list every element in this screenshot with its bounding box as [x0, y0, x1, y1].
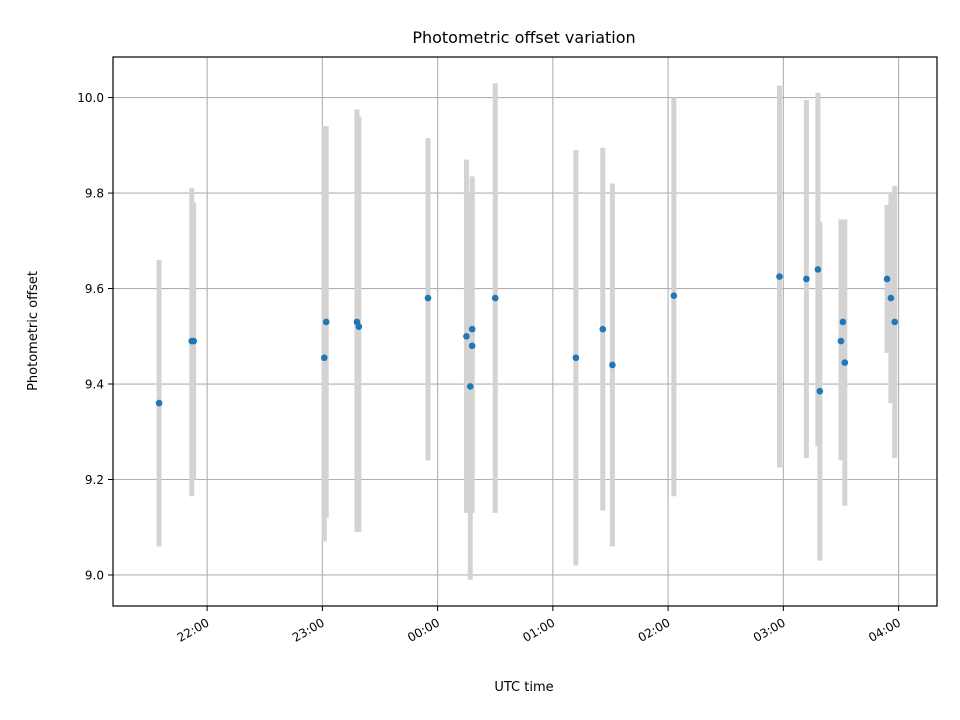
data-point — [803, 275, 810, 283]
y-axis-label: Photometric offset — [26, 271, 41, 391]
x-axis-label: UTC time — [494, 680, 553, 695]
data-point — [609, 361, 616, 369]
x-axis-ticks: 22:00 23:00 00:00 01:00 02:00 03:00 04:00 — [175, 606, 903, 645]
y-tick-label: 9.0 — [85, 568, 104, 582]
data-points — [155, 266, 899, 407]
data-point — [463, 332, 470, 340]
data-point — [814, 266, 822, 273]
y-tick-label: 9.2 — [85, 473, 104, 487]
data-point — [322, 318, 330, 326]
data-point — [466, 383, 474, 390]
y-tick-label: 9.6 — [85, 282, 104, 296]
y-tick-label: 9.8 — [85, 187, 104, 201]
data-point — [572, 354, 580, 362]
y-tick-label: 9.4 — [85, 378, 104, 392]
data-point — [424, 294, 432, 302]
data-point — [839, 318, 847, 326]
plot-area-frame — [112, 56, 938, 607]
data-point — [491, 294, 499, 302]
data-point — [190, 337, 197, 345]
data-point — [776, 273, 783, 280]
data-point — [355, 323, 363, 331]
data-point — [891, 318, 899, 326]
data-point — [883, 275, 891, 283]
data-point — [837, 337, 845, 345]
data-point — [841, 359, 849, 366]
data-point — [599, 325, 607, 333]
data-point — [155, 399, 163, 407]
chart-title: Photometric offset variation — [412, 28, 635, 47]
data-point — [320, 354, 328, 362]
data-point — [468, 325, 476, 333]
data-point — [670, 292, 678, 299]
y-tick-label: 10.0 — [77, 91, 104, 105]
data-point — [887, 294, 895, 302]
data-point — [468, 342, 476, 350]
data-point — [816, 387, 824, 395]
y-axis-ticks: 9.0 9.2 9.4 9.6 9.8 10.0 — [77, 91, 113, 582]
